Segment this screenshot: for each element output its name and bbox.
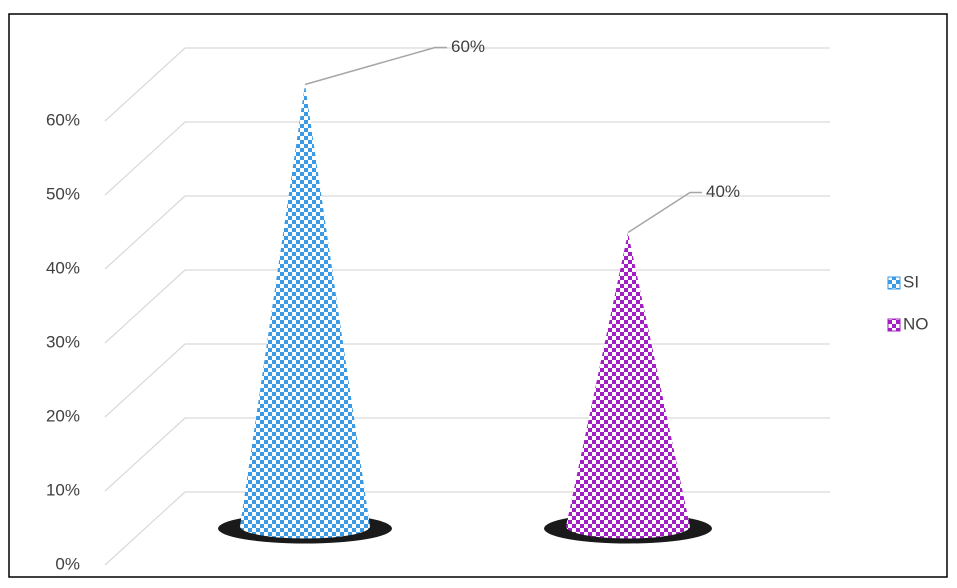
y-tick-label: 40% <box>46 258 80 277</box>
grid-line <box>104 269 186 344</box>
grid-line <box>104 417 186 492</box>
grid-line <box>104 195 186 270</box>
grid-line <box>104 121 186 196</box>
legend-label: SI <box>903 272 919 291</box>
y-tick-label: 60% <box>46 110 80 129</box>
cone <box>240 84 370 539</box>
legend-swatch <box>887 276 901 290</box>
chart-frame <box>8 13 948 578</box>
label-leader <box>304 46 447 86</box>
data-label: 60% <box>451 37 485 56</box>
grid-line <box>104 47 186 122</box>
y-tick-label: 10% <box>46 480 80 499</box>
y-tick-label: 30% <box>46 332 80 351</box>
y-tick-label: 50% <box>46 184 80 203</box>
cone <box>566 232 690 539</box>
label-leader <box>627 191 702 234</box>
y-tick-label: 20% <box>46 406 80 425</box>
grid-line <box>104 491 186 566</box>
data-label: 40% <box>706 182 740 201</box>
grid-line <box>104 343 186 418</box>
legend-label: NO <box>903 314 929 333</box>
legend-swatch <box>887 318 901 332</box>
y-tick-label: 0% <box>55 554 80 573</box>
